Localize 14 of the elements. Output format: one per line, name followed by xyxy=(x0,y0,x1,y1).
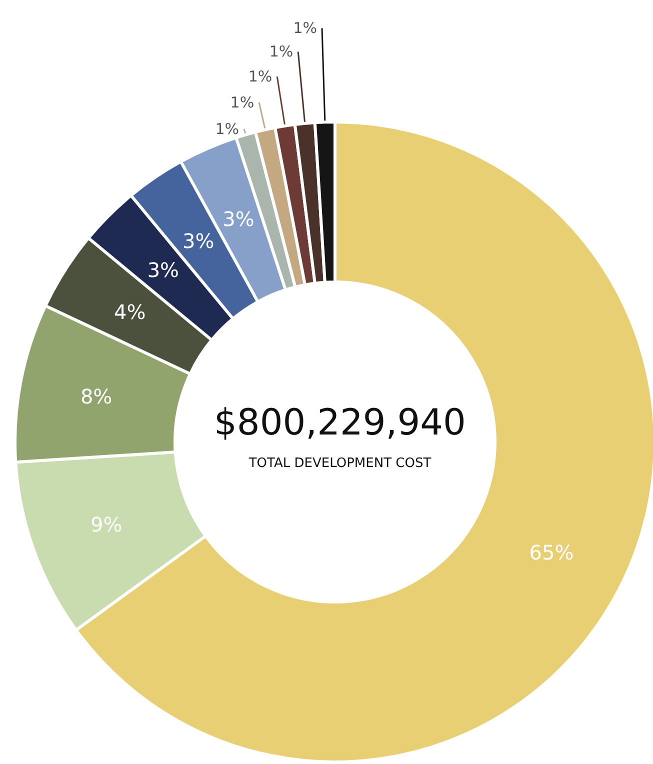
data-label: 1% xyxy=(293,19,317,38)
text: $800,229,940 xyxy=(214,402,466,444)
data-label: 1% xyxy=(215,120,240,138)
data-label: 8% xyxy=(80,384,112,408)
data-label: 65% xyxy=(529,540,574,564)
data-label: 1% xyxy=(248,68,272,86)
data-label: 9% xyxy=(90,512,122,536)
data-label: 1% xyxy=(269,42,294,61)
data-label: 3% xyxy=(222,206,254,231)
text: TOTAL DEVELOPMENT COST xyxy=(248,456,432,471)
data-label: 3% xyxy=(182,229,214,254)
data-label: 3% xyxy=(147,258,180,282)
data-label: 1% xyxy=(230,93,254,112)
data-label: 4% xyxy=(114,300,146,324)
